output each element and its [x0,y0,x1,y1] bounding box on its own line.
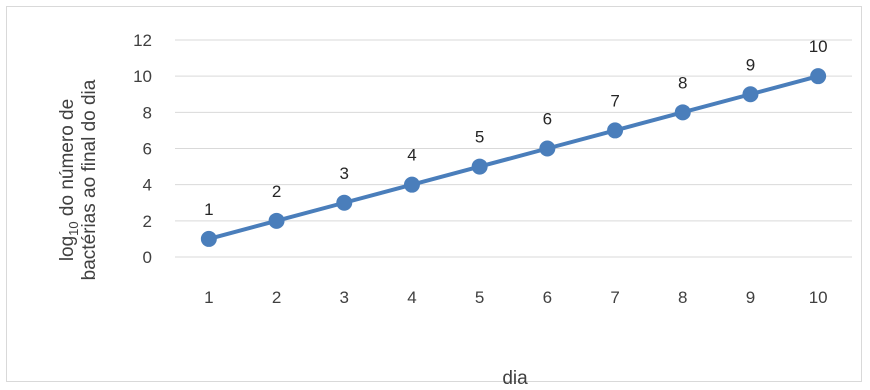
x-tick-label: 10 [809,288,828,307]
data-point [742,86,759,103]
data-label: 1 [204,200,213,219]
data-label: 6 [543,110,552,129]
data-label: 2 [272,182,281,201]
grid-lines [175,39,852,258]
x-tick-label: 5 [475,288,484,307]
y-tick-label: 2 [143,212,152,231]
data-label: 8 [678,73,687,92]
chart-frame [6,6,862,382]
data-point [336,194,353,211]
y-tick-label: 6 [143,140,152,159]
data-point [471,158,488,175]
y-axis-ticks: 0 2 4 6 8 10 12 [133,31,152,267]
data-labels: 1 2 3 4 5 6 7 8 9 10 [204,37,827,219]
data-label: 5 [475,128,484,147]
data-label: 4 [407,146,416,165]
data-label: 3 [340,164,349,183]
x-tick-label: 3 [340,288,349,307]
y-tick-label: 10 [133,67,152,86]
x-axis-title: dia [502,368,528,389]
y-axis-title-line1: log10 do número de [57,99,81,261]
y-tick-label: 4 [143,176,152,195]
data-point [403,176,420,193]
x-tick-label: 4 [407,288,416,307]
y-tick-label: 8 [143,103,152,122]
y-axis-title-log: log [57,236,78,261]
data-point [268,212,285,229]
x-tick-label: 9 [746,288,755,307]
data-label: 9 [746,55,755,74]
data-point [200,230,217,247]
x-tick-label: 1 [204,288,213,307]
y-tick-label: 12 [133,31,152,50]
y-axis-title-subscript: 10 [66,221,81,235]
y-axis-title-rest: do número de [57,99,78,222]
data-label: 10 [809,37,828,56]
data-point [674,104,691,121]
y-tick-label: 0 [143,248,152,267]
y-axis-title-line2: bactérias ao final do dia [79,79,100,280]
x-tick-label: 8 [678,288,687,307]
x-tick-label: 2 [272,288,281,307]
y-axis-title: log10 do número de bactérias ao final do… [57,79,100,280]
x-tick-label: 6 [543,288,552,307]
x-axis-ticks: 1 2 3 4 5 6 7 8 9 10 [204,288,827,307]
data-points [200,68,827,247]
series-line [206,74,821,241]
data-point [539,140,556,157]
series-line-path [206,74,821,241]
data-point [810,68,827,85]
x-tick-label: 7 [610,288,619,307]
data-point [607,122,624,139]
data-label: 7 [610,91,619,110]
